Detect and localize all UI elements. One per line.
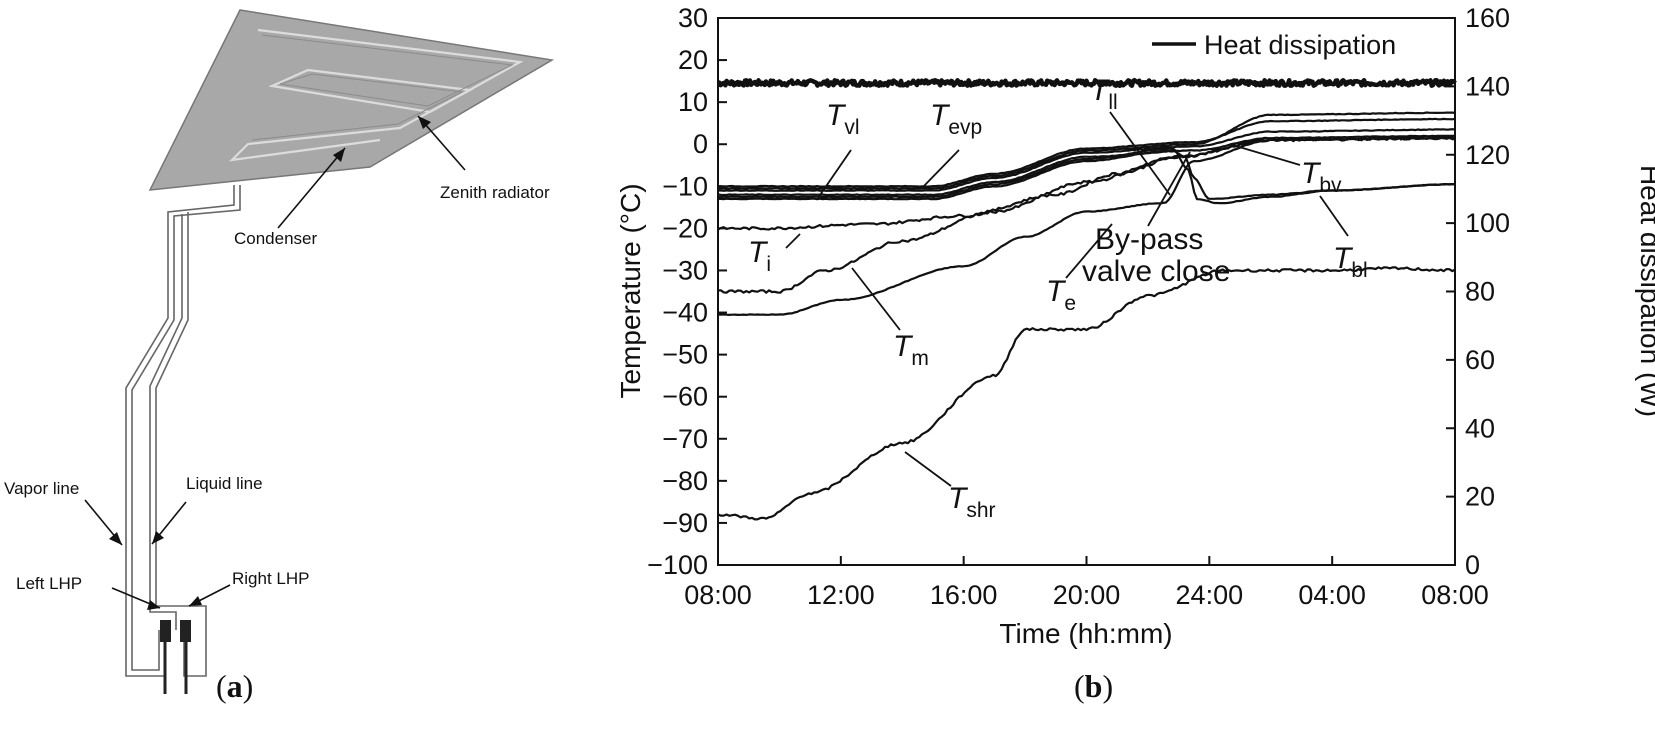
liquid-line-pipe-outer bbox=[155, 212, 207, 677]
condenser-arrow bbox=[277, 147, 346, 229]
y-tick-label: 20 bbox=[678, 45, 708, 75]
panel-a-label: (a) bbox=[216, 668, 253, 704]
y-tick-label: −20 bbox=[662, 213, 708, 243]
series-line-t-e bbox=[717, 136, 1456, 316]
right-lhp-body bbox=[180, 620, 191, 642]
liquid-line-arrowhead bbox=[152, 531, 164, 544]
y-tick-label: −90 bbox=[662, 508, 708, 538]
line-label-t-bl: Tbl bbox=[1333, 242, 1368, 282]
y2-tick-label: 140 bbox=[1465, 71, 1510, 101]
y-tick-label: 10 bbox=[678, 87, 708, 117]
leader-t-vl bbox=[817, 149, 852, 199]
condenser-serpentine bbox=[228, 28, 524, 162]
vapor-line-label: Vapor line bbox=[4, 479, 79, 498]
line-label-t-vl: Tvl bbox=[826, 99, 860, 139]
series-lines bbox=[716, 77, 1457, 521]
series-line-t-evp-upper bbox=[717, 117, 1456, 188]
y2-tick-label: 80 bbox=[1465, 277, 1495, 307]
y-tick-label: −50 bbox=[662, 340, 708, 370]
panel-a: Zenith radiator Condenser Vapor line Liq… bbox=[4, 9, 555, 704]
y2-tick-label: 40 bbox=[1465, 413, 1495, 443]
x-tick-label: 20:00 bbox=[1053, 580, 1121, 610]
y2-tick-label: 160 bbox=[1465, 3, 1510, 33]
y-axis-ticks: 30 20 10 0 −10 −20 −30 −40 −50 −60 −70 −80 −90 −100 bbox=[647, 3, 727, 580]
left-lhp-label: Left LHP bbox=[16, 574, 82, 593]
line-label-t-bv: Tbv bbox=[1301, 157, 1342, 197]
y-tick-label: −40 bbox=[662, 298, 708, 328]
series-line-heat-dissipation bbox=[716, 77, 1457, 88]
leader-t-ll bbox=[1109, 111, 1171, 196]
y-tick-label: 0 bbox=[693, 129, 708, 159]
x-tick-label: 16:00 bbox=[930, 580, 998, 610]
vapor-line-pipe-outer bbox=[131, 185, 241, 671]
y2-tick-label: 120 bbox=[1465, 140, 1510, 170]
leader-t-bv bbox=[1235, 145, 1301, 166]
bypass-annotation-line2: valve close bbox=[1082, 255, 1230, 288]
condenser-arrowhead bbox=[333, 148, 345, 162]
condenser-label: Condenser bbox=[234, 229, 318, 248]
bypass-annotation-line1: By-pass bbox=[1095, 223, 1203, 256]
x-tick-label: 08:00 bbox=[684, 580, 752, 610]
x-tick-label: 08:00 bbox=[1421, 580, 1489, 610]
series-line-t-shr bbox=[717, 266, 1456, 521]
left-lhp-arrowhead bbox=[147, 600, 160, 610]
leader-t-bl bbox=[1319, 195, 1349, 237]
y-tick-label: 30 bbox=[678, 3, 708, 33]
x-axis-ticks: 08:00 12:00 16:00 20:00 24:00 04:00 08:00 bbox=[684, 556, 1489, 610]
leader-t-shr bbox=[904, 451, 952, 487]
y-tick-label: −60 bbox=[662, 382, 708, 412]
label-leader-lines bbox=[785, 111, 1349, 487]
leader-t-evp bbox=[921, 149, 960, 189]
vapor-line-pipe bbox=[125, 185, 235, 677]
legend-entry-heat-dissipation: Heat dissipation bbox=[1204, 30, 1396, 60]
y-tick-label: −30 bbox=[662, 255, 708, 285]
y2-tick-label: 20 bbox=[1465, 482, 1495, 512]
x-tick-label: 04:00 bbox=[1298, 580, 1366, 610]
left-lhp-body bbox=[160, 620, 171, 642]
y2-tick-label: 100 bbox=[1465, 208, 1510, 238]
panel-b-label: (b) bbox=[1074, 668, 1113, 704]
y-tick-label: −80 bbox=[662, 466, 708, 496]
series-line-t-bl bbox=[717, 147, 1456, 205]
y2-tick-label: 0 bbox=[1465, 550, 1480, 580]
y2-axis-ticks: 160 140 120 100 80 60 40 20 0 bbox=[1446, 3, 1510, 580]
series-line-t-ll bbox=[717, 149, 1456, 201]
y-axis-label: Temperature (°C) bbox=[615, 183, 646, 398]
line-label-t-shr: Tshr bbox=[948, 482, 996, 522]
line-label-t-ll: Tll bbox=[1090, 74, 1118, 114]
zenith-radiator-arrowhead bbox=[418, 116, 431, 129]
right-lhp-arrowhead bbox=[189, 596, 202, 606]
leader-t-e bbox=[1065, 223, 1113, 279]
line-label-t-i: Ti bbox=[748, 236, 771, 276]
zenith-radiator-label: Zenith radiator bbox=[440, 183, 550, 202]
y-tick-label: −70 bbox=[662, 424, 708, 454]
y-tick-label: −10 bbox=[662, 171, 708, 201]
y2-tick-label: 60 bbox=[1465, 345, 1495, 375]
line-label-t-evp: Tevp bbox=[930, 99, 982, 139]
line-labels: Tvl Tevp Tll Ti Tbv Tbl Te Tm Tshr bbox=[748, 74, 1368, 522]
liquid-line-pipe bbox=[149, 214, 183, 630]
line-label-t-e: Te bbox=[1046, 275, 1076, 315]
leader-t-m bbox=[851, 267, 901, 331]
leader-t-i bbox=[785, 233, 801, 249]
series-line-t-evp bbox=[717, 111, 1456, 190]
vapor-line-arrowhead bbox=[109, 532, 122, 545]
x-tick-label: 12:00 bbox=[807, 580, 875, 610]
x-tick-label: 24:00 bbox=[1176, 580, 1244, 610]
series-line-t-bv bbox=[717, 134, 1456, 197]
x-axis-label: Time (hh:mm) bbox=[999, 618, 1172, 649]
y-tick-label: −100 bbox=[647, 550, 708, 580]
y2-axis-label: Heat dissipation (W) bbox=[1635, 165, 1655, 417]
series-line-t-vl bbox=[717, 128, 1456, 192]
line-label-t-m: Tm bbox=[893, 330, 929, 370]
condenser-serpentine-inner bbox=[251, 34, 514, 141]
liquid-line-label: Liquid line bbox=[186, 474, 263, 493]
right-lhp-label: Right LHP bbox=[232, 569, 309, 588]
leader-bypass-valve bbox=[1147, 151, 1191, 227]
